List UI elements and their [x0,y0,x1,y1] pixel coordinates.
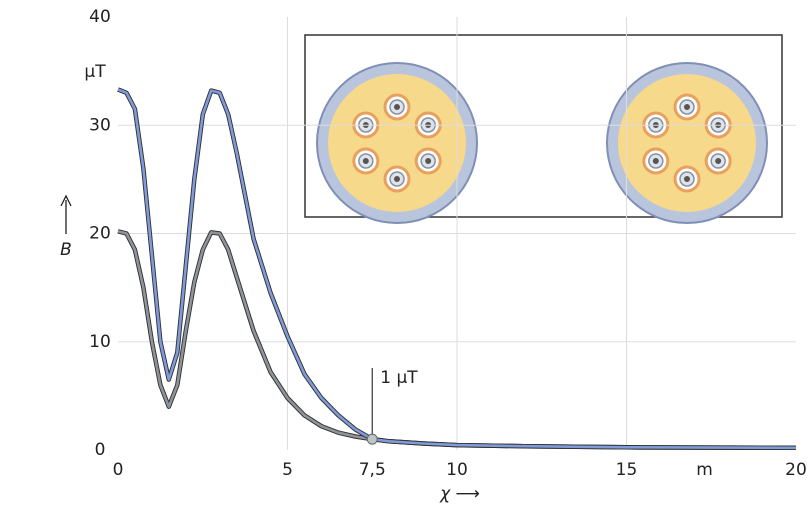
core-conductor [715,158,722,164]
core-conductor [362,158,369,164]
y-tick-label: 0 [95,440,106,460]
core-conductor [425,158,432,164]
x-tick-label: 20 [785,460,807,480]
x-unit: m [696,460,713,480]
x-tick-label: 15 [616,460,638,480]
y-tick-label: 10 [89,332,111,352]
annotation-label: 1 μT [380,368,418,388]
core-conductor [684,104,690,110]
x-tick-label: 10 [446,460,468,480]
core-conductor [394,104,400,110]
y-arrow-head [60,194,72,207]
x-tick-label: 7,5 [359,460,386,480]
x-tick-label: 0 [113,460,124,480]
y-tick-label: 20 [89,224,111,244]
cable-fill [328,74,466,212]
series-line [117,88,797,450]
y-tick-label: 40 [89,7,111,27]
x-tick-label: 5 [282,460,293,480]
y-tick-label: 30 [89,115,111,135]
x-axis-label: χ ⟶ [439,484,480,504]
cable-inset [304,34,783,224]
core-conductor [684,176,690,182]
core-conductor [652,158,659,164]
annotation-point [366,433,378,445]
core-conductor [394,176,400,182]
cable-fill [618,74,756,212]
y-axis-label: B [60,240,72,260]
y-unit: μT [84,62,106,82]
